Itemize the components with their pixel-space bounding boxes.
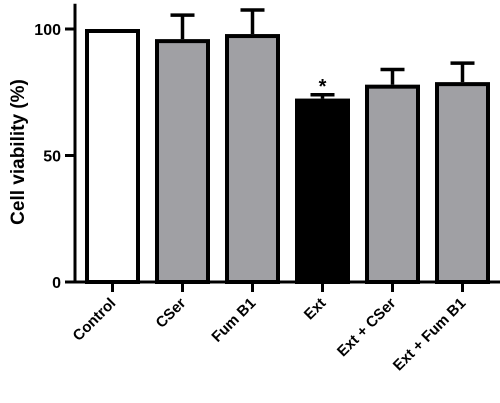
x-tick-label-ext-cser: Ext + CSer bbox=[334, 295, 399, 360]
bar-fum-b1 bbox=[225, 34, 280, 285]
bar-cser bbox=[155, 39, 210, 285]
bar-ext-cser bbox=[365, 84, 420, 284]
bars-group: * bbox=[85, 8, 490, 285]
bar-ext bbox=[295, 98, 350, 284]
significance-marker-0: * bbox=[319, 76, 327, 98]
bar-control bbox=[85, 29, 140, 284]
x-tick-label-cser: CSer bbox=[153, 295, 190, 332]
y-tick-label-0: 0 bbox=[52, 275, 61, 292]
y-axis: 0 50 100 bbox=[34, 3, 77, 292]
x-tick-label-fum-b1: Fum B1 bbox=[208, 295, 259, 346]
x-tick-label-control: Control bbox=[70, 295, 120, 345]
bar-ext-fum-b1 bbox=[435, 82, 490, 284]
y-tick-label-50: 50 bbox=[43, 149, 61, 166]
x-tick-label-ext-fum-b1: Ext + Fum B1 bbox=[390, 295, 470, 375]
x-tick-label-ext: Ext bbox=[301, 295, 330, 324]
y-axis-title: Cell viability (%) bbox=[8, 79, 29, 225]
y-tick-label-100: 100 bbox=[34, 22, 61, 39]
